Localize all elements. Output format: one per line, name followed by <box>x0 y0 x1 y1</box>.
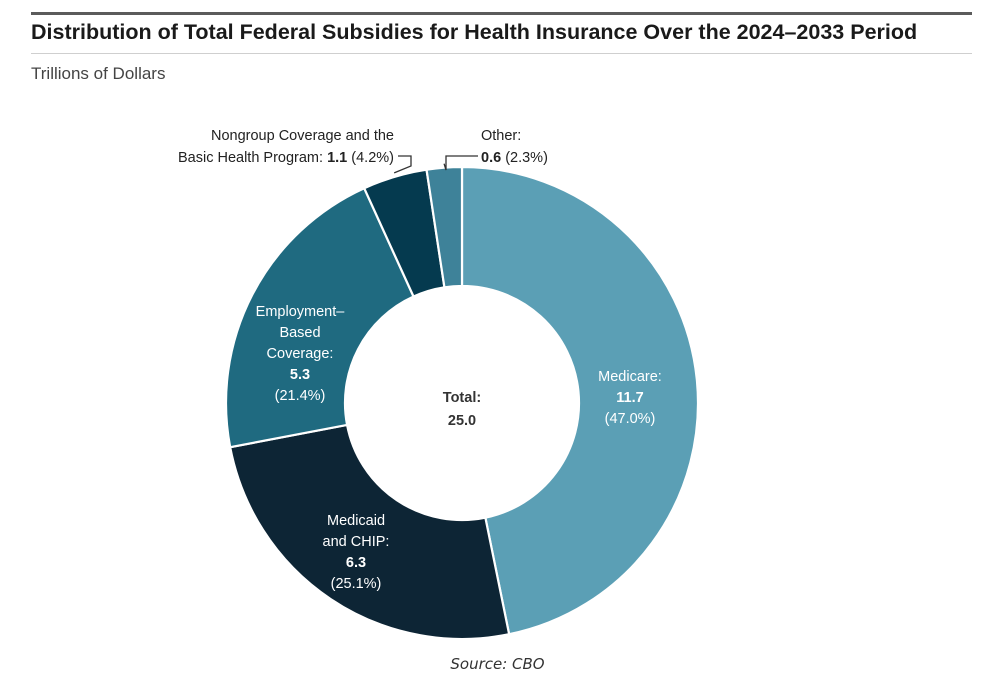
chart-title: Distribution of Total Federal Subsidies … <box>31 20 918 44</box>
leader-line-other <box>443 155 478 171</box>
slice-percent-medicaid-and-chip: (25.1%) <box>331 576 382 592</box>
slice-label-employment-based-coverage-line-1: Employment– <box>256 304 346 320</box>
chart-subtitle: Trillions of Dollars <box>31 64 166 83</box>
slice-value-medicaid-and-chip: 6.3 <box>346 555 366 571</box>
center-label-title: Total: <box>443 390 481 406</box>
slice-label-nongroup-coverage-and-the-basic-health-program-line-2: Basic Health Program: 1.1 (4.2%) <box>178 150 394 166</box>
donut-chart: Medicare: 11.7 (47.0%) Medicaid and CHIP: 6.3… <box>178 128 700 641</box>
slices-group <box>224 165 700 641</box>
slice-label-medicaid-and-chip-line-1: Medicaid <box>327 513 385 529</box>
slice-value-other: 0.6 (2.3%) <box>481 150 548 166</box>
slice-label-nongroup-coverage-and-the-basic-health-program-line-1: Nongroup Coverage and the <box>211 128 394 144</box>
slice-medicaid-and-chip <box>228 423 511 641</box>
leader-lines-group <box>393 155 478 174</box>
slice-label-other: Other: <box>481 128 521 144</box>
slice-label-medicaid-and-chip-line-2: and CHIP: <box>323 534 390 550</box>
leader-line-nongroup <box>393 155 412 174</box>
slice-label-employment-based-coverage-line-2: Based <box>279 325 320 341</box>
slice-label-medicare: Medicare: <box>598 369 662 385</box>
slice-percent-medicare: (47.0%) <box>605 411 656 427</box>
labels-group: Medicare: 11.7 (47.0%) Medicaid and CHIP: 6.3… <box>178 128 662 592</box>
slice-other <box>425 165 464 289</box>
slice-medicare <box>460 165 700 636</box>
title-divider <box>31 53 972 54</box>
source-note: Source: CBO <box>450 655 545 673</box>
center-label-total: 25.0 <box>448 413 476 429</box>
slice-value-medicare: 11.7 <box>616 390 643 406</box>
slice-employment-based-coverage <box>224 186 415 449</box>
slice-value-employment-based-coverage: 5.3 <box>290 367 310 383</box>
title-top-rule <box>31 12 972 15</box>
slice-percent-employment-based-coverage: (21.4%) <box>275 388 326 404</box>
slice-label-employment-based-coverage-line-3: Coverage: <box>267 346 334 362</box>
